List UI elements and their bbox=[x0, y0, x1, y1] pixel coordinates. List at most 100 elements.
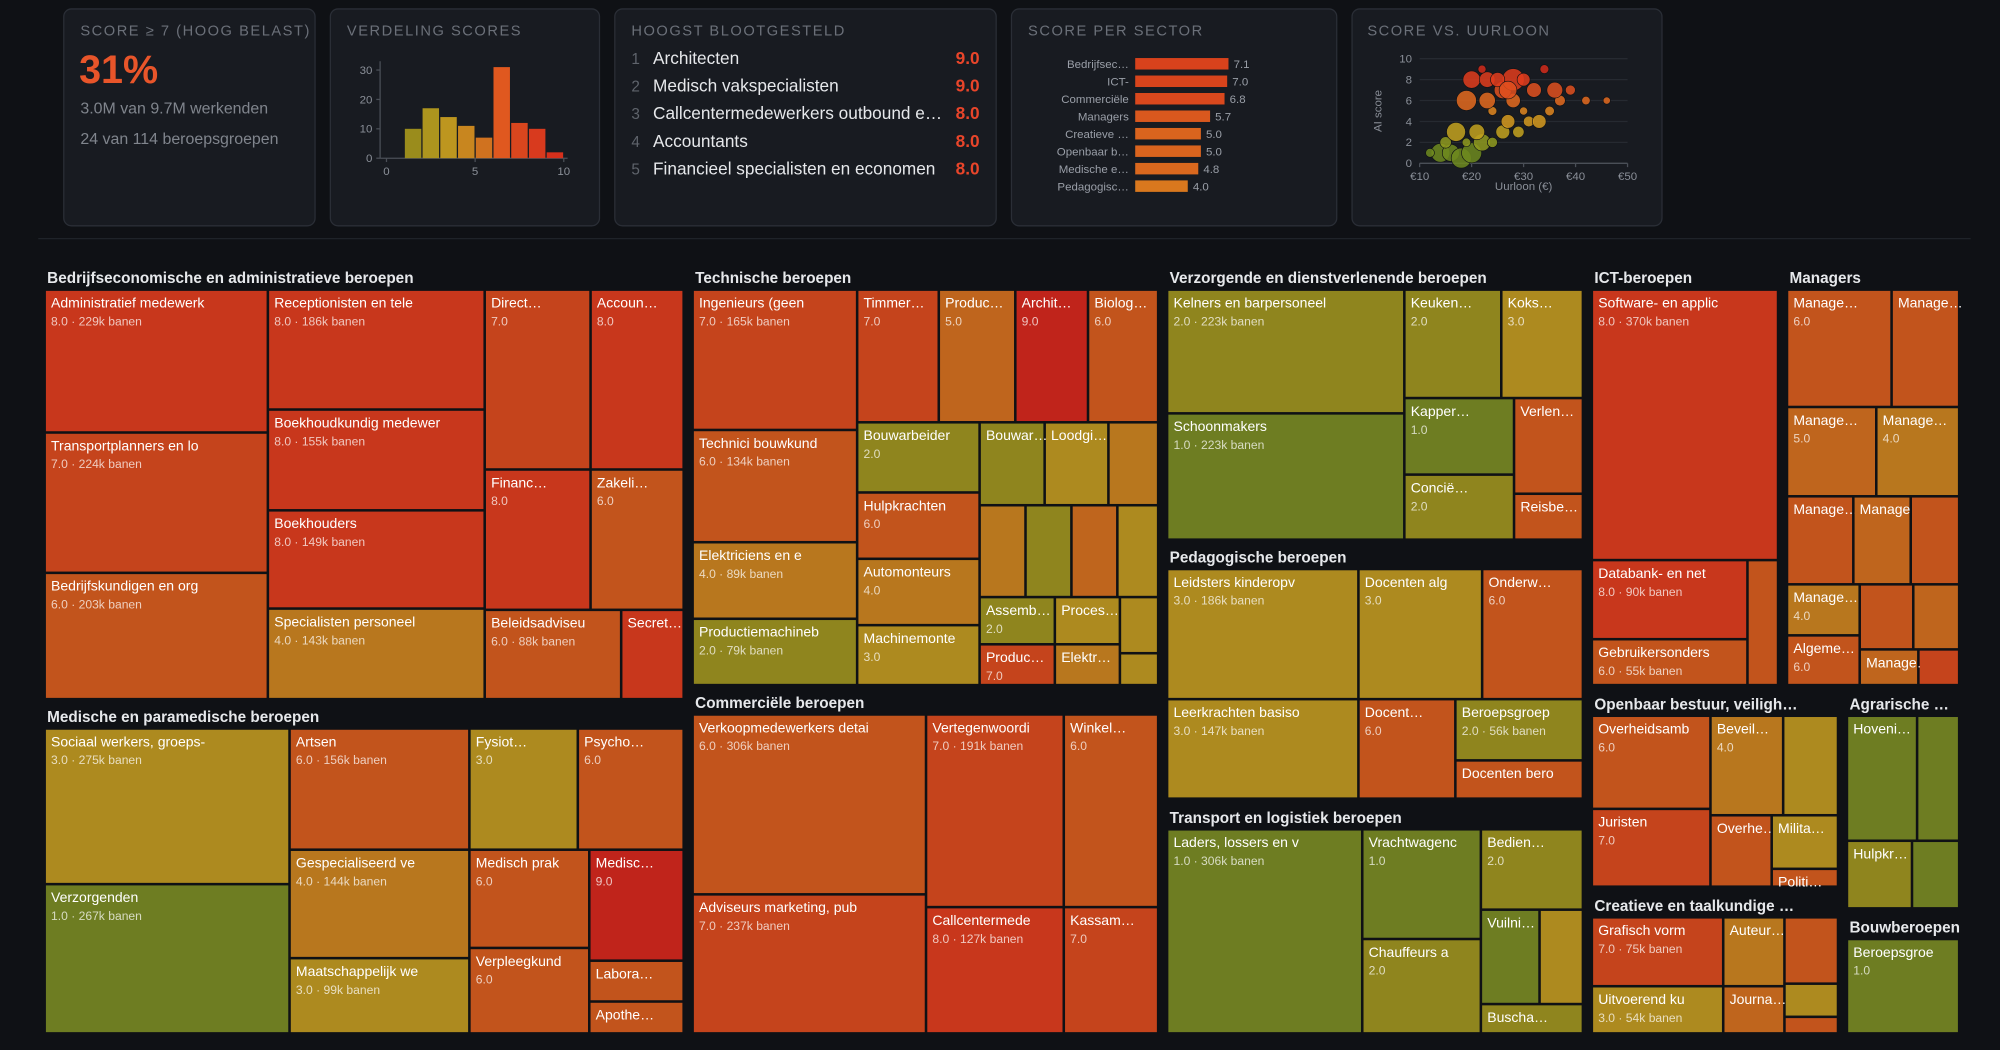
tile-label: Laders, lossers en v bbox=[1173, 834, 1298, 850]
tile-meta: 6.0 bbox=[584, 753, 601, 767]
tile-label: Docenten bero bbox=[1462, 765, 1554, 781]
y-tick-label: 10 bbox=[360, 124, 373, 136]
tile-meta: 9.0 bbox=[1022, 314, 1039, 328]
tile-label: Leidsters kinderopv bbox=[1173, 574, 1295, 590]
tile-label: Concië… bbox=[1411, 479, 1469, 495]
tile-meta: 3.0 bbox=[476, 753, 493, 767]
group-title: Medische en paramedische beroepen bbox=[47, 709, 319, 726]
tile-label: Bedien… bbox=[1487, 834, 1545, 850]
tile-label: Manage… bbox=[1793, 589, 1858, 605]
treemap-tile bbox=[1724, 987, 1784, 1033]
value-label: 4.8 bbox=[1203, 164, 1219, 176]
tile-label: Medisc… bbox=[596, 855, 654, 871]
group-title: Bouwberoepen bbox=[1849, 920, 1959, 937]
tile-meta: 7.0 bbox=[1598, 834, 1615, 848]
treemap-tile bbox=[1056, 598, 1119, 644]
tile-label: Keuken… bbox=[1411, 294, 1473, 310]
tile-meta: 8.0 · 155k banen bbox=[274, 434, 365, 448]
treemap-tile bbox=[1724, 918, 1784, 985]
tile-meta: 6.0 · 55k banen bbox=[1598, 664, 1682, 678]
treemap-tile bbox=[980, 598, 1054, 644]
tile-label: Overheidsamb bbox=[1598, 721, 1689, 737]
scatter-point bbox=[1519, 106, 1528, 116]
tile-meta: 6.0 bbox=[1793, 660, 1810, 674]
treemap-tile bbox=[858, 560, 979, 624]
treemap-tile bbox=[693, 431, 856, 541]
treemap-tile bbox=[1482, 1005, 1582, 1033]
tile-label: Machinemonte bbox=[864, 630, 956, 646]
treemap-tile bbox=[470, 850, 589, 947]
tile-label: Medisch prak bbox=[476, 855, 560, 871]
y-tick-label: 20 bbox=[360, 94, 373, 106]
tile-label: Boekhoudkundig medewer bbox=[274, 414, 440, 430]
tile-label: Manage… bbox=[1793, 294, 1858, 310]
tile-label: Verzorgenden bbox=[51, 889, 138, 905]
y-tick-label: 6 bbox=[1406, 95, 1412, 107]
treemap-tile bbox=[1848, 717, 1916, 840]
tile-label: Manage… bbox=[1793, 412, 1858, 428]
treemap-tile bbox=[45, 433, 267, 572]
group-title: Verzorgende en dienstverlenende beroepen bbox=[1170, 270, 1487, 287]
top-list-card bbox=[614, 8, 997, 227]
tile-label: Administratief medewerk bbox=[51, 294, 205, 310]
treemap-tile bbox=[1784, 717, 1837, 814]
category-label: Medische e… bbox=[1059, 164, 1129, 176]
treemap-tile bbox=[1788, 636, 1859, 684]
tile-label: Manage… bbox=[1860, 501, 1925, 517]
tile-label: Beroepsgroep bbox=[1462, 704, 1550, 720]
tile-meta: 6.0 · 203k banen bbox=[51, 598, 142, 612]
tile-label: Loodgi… bbox=[1051, 427, 1107, 443]
histogram-bar bbox=[511, 122, 528, 159]
tile-meta: 1.0 bbox=[1369, 854, 1386, 868]
scatter-point bbox=[1531, 114, 1547, 129]
kpi-card bbox=[63, 8, 316, 227]
tile-meta: 8.0 · 370k banen bbox=[1598, 314, 1689, 328]
treemap-tile bbox=[269, 609, 484, 698]
treemap-tile bbox=[858, 493, 979, 558]
treemap-tile bbox=[1788, 408, 1875, 496]
treemap-tile bbox=[1593, 717, 1710, 808]
list-name: Financieel specialisten en economen bbox=[653, 159, 935, 179]
tile-label: Politi… bbox=[1778, 874, 1822, 890]
histogram-bar bbox=[458, 125, 475, 159]
treemap-tile bbox=[1482, 910, 1539, 1003]
treemap-tile bbox=[1748, 561, 1777, 684]
treemap-tile bbox=[1168, 570, 1358, 698]
treemap-tile bbox=[1788, 497, 1853, 584]
treemap-tile bbox=[1363, 940, 1480, 1033]
tile-meta: 6.0 · 156k banen bbox=[296, 753, 387, 767]
treemap-tile bbox=[290, 850, 469, 957]
scatter-point bbox=[1544, 105, 1555, 117]
treemap-tile bbox=[485, 470, 590, 609]
tile-meta: 6.0 bbox=[864, 517, 881, 531]
treemap-tile bbox=[1860, 650, 1918, 684]
treemap-tile bbox=[45, 729, 289, 883]
tile-label: Gebruikersonders bbox=[1598, 644, 1709, 660]
tile-label: Technici bouwkund bbox=[699, 435, 817, 451]
tile-label: Beroepsgroe bbox=[1853, 944, 1933, 960]
tile-label: Artsen bbox=[296, 733, 337, 749]
tile-meta: 4.0 bbox=[1717, 740, 1734, 754]
treemap-tile bbox=[1914, 585, 1958, 649]
list-score: 8.0 bbox=[956, 103, 980, 123]
x-tick-label: €20 bbox=[1462, 171, 1481, 183]
treemap-tile bbox=[1089, 290, 1157, 422]
tile-label: Leerkrachten basiso bbox=[1173, 704, 1299, 720]
treemap-tile bbox=[1168, 414, 1404, 539]
group-title: Agrarische … bbox=[1849, 696, 1948, 713]
list-rank: 4 bbox=[631, 134, 640, 151]
treemap-tile bbox=[269, 290, 484, 409]
treemap-tile bbox=[1772, 870, 1837, 886]
histogram-bar bbox=[440, 117, 457, 159]
treemap-tile bbox=[269, 511, 484, 608]
treemap-tile bbox=[591, 290, 683, 469]
tile-label: Manage… bbox=[1866, 654, 1931, 670]
chart-title: SCORE PER SECTOR bbox=[1028, 24, 1204, 40]
tile-meta: 4.0 · 89k banen bbox=[699, 567, 783, 581]
tile-meta: 4.0 bbox=[1883, 432, 1900, 446]
treemap-tile bbox=[1065, 715, 1157, 906]
treemap-tile bbox=[269, 410, 484, 510]
y-tick-label: 30 bbox=[360, 65, 373, 77]
treemap-tile bbox=[1919, 650, 1958, 684]
